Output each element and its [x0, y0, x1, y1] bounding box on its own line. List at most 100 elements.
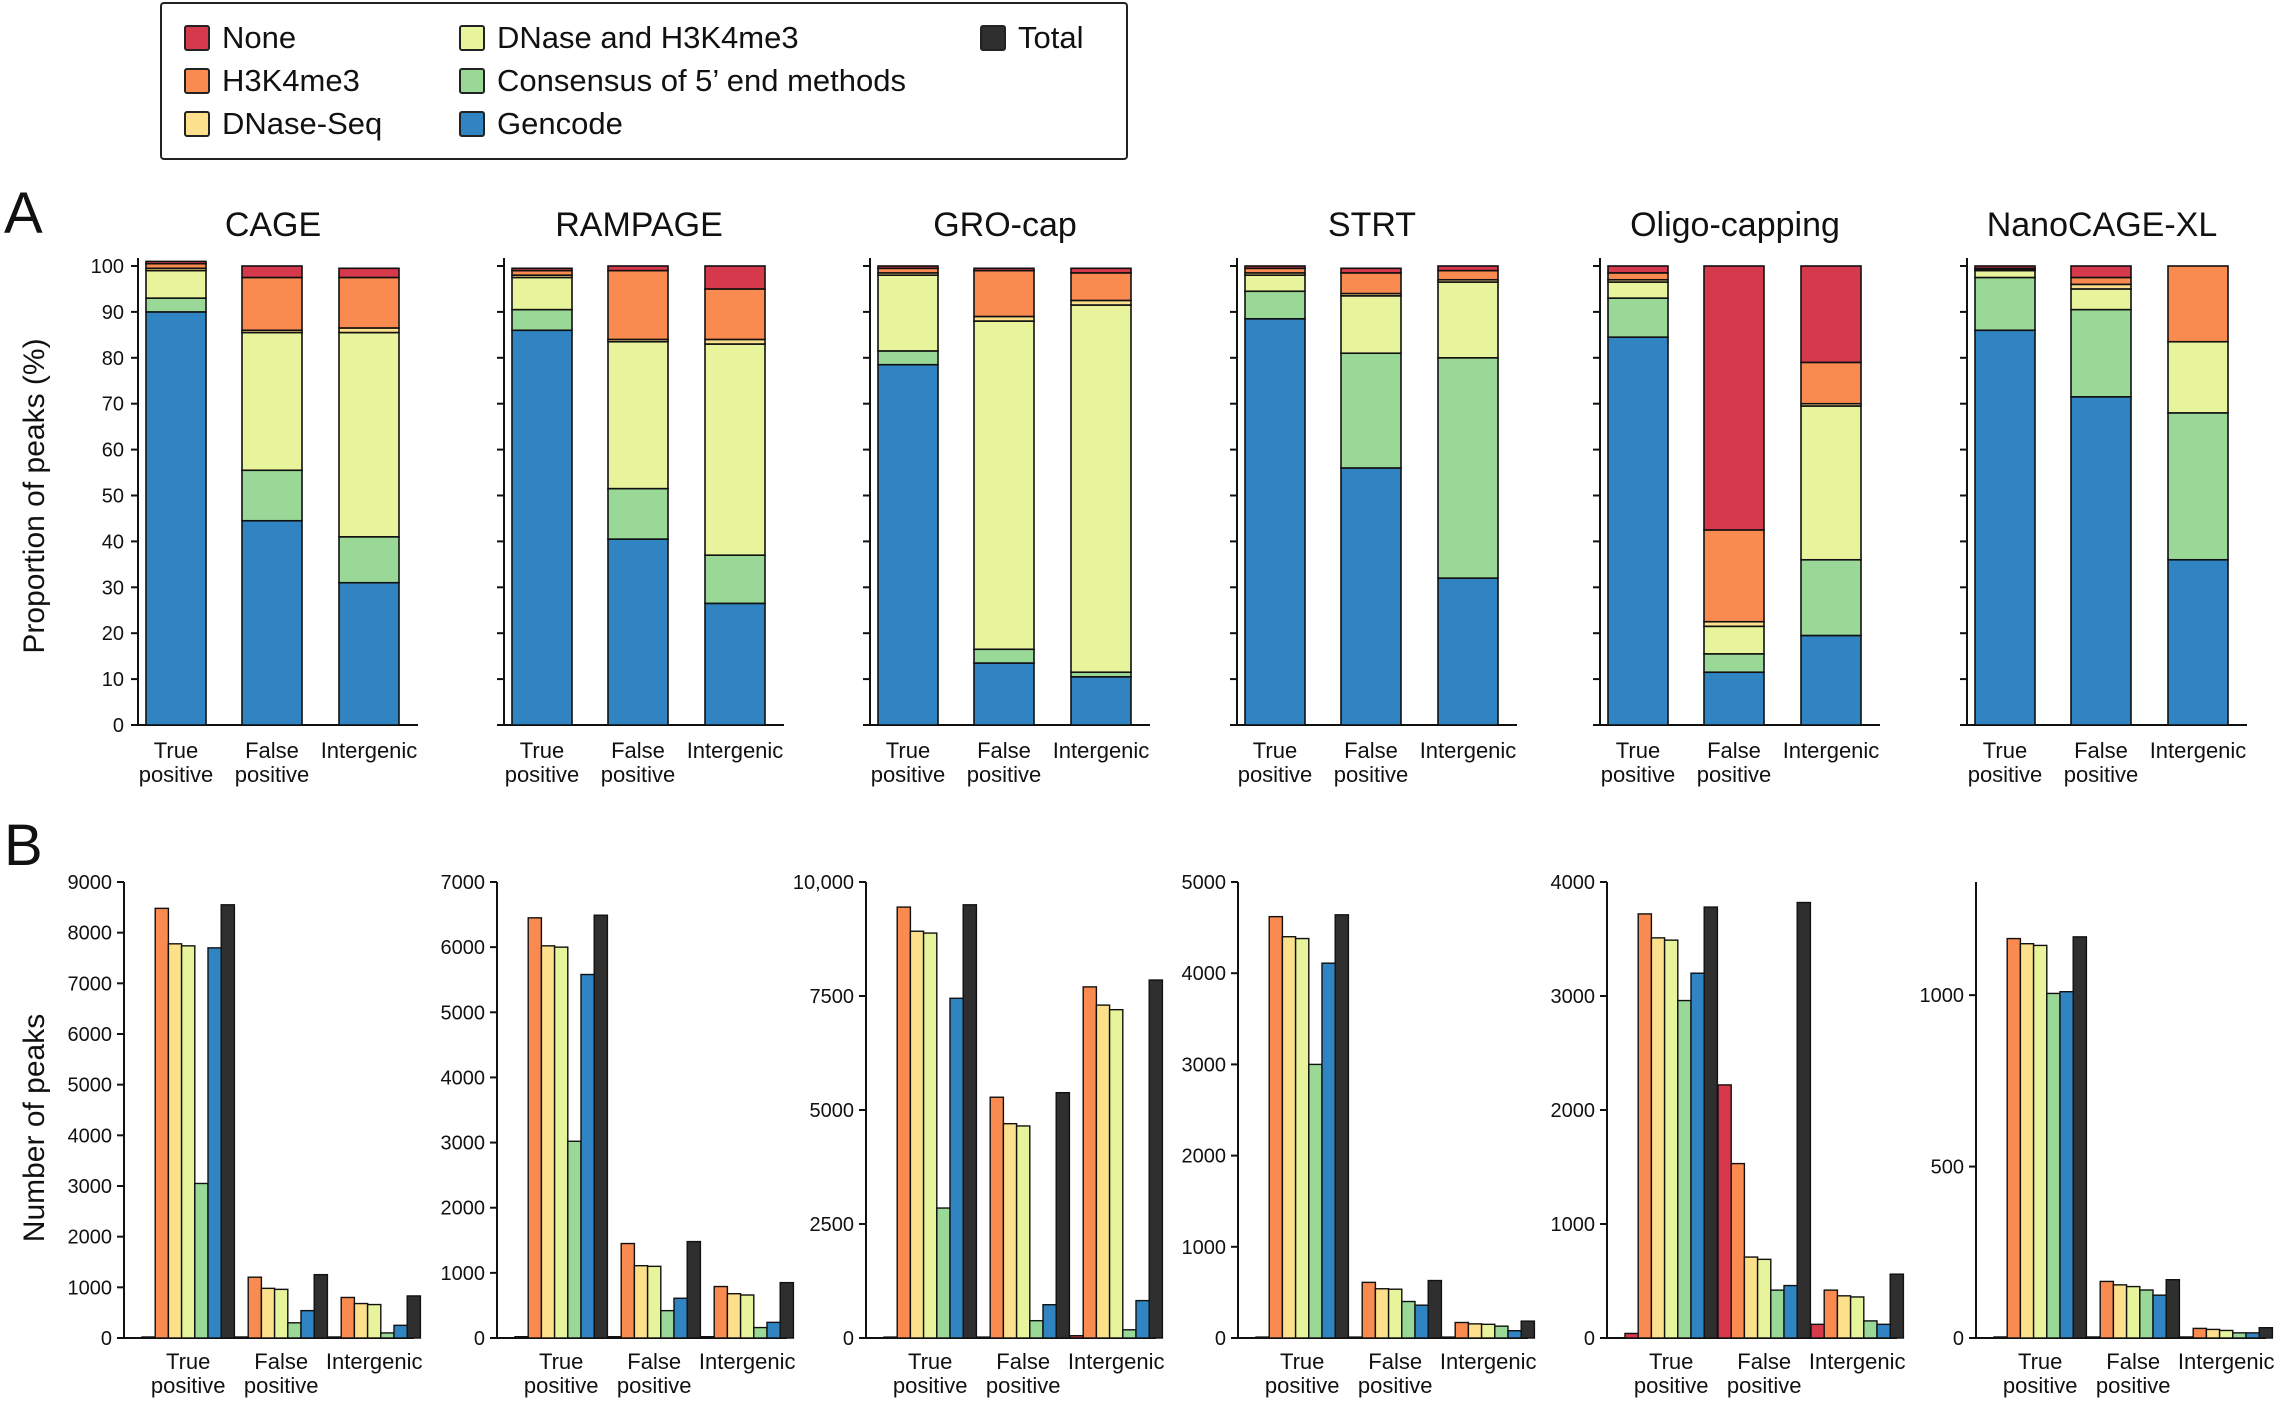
panel-b-bar: [1677, 999, 1692, 1339]
legend-label-dnase: DNase-Seq: [222, 106, 383, 141]
panel-b-bar: [1281, 936, 1297, 1339]
panel-a-bar-segment: [1703, 671, 1765, 726]
panel-a-bar-segment: [511, 267, 573, 272]
panel-a-x-tick-label-line-1: False: [977, 738, 1031, 763]
panel-a-bar-segment: [704, 288, 766, 341]
panel-b-y-tick-label: 1000: [441, 1263, 486, 1285]
panel-b-bar: [633, 1264, 649, 1339]
panel-a-x-tick-label-line-2: positive: [1238, 762, 1313, 787]
panel-a-bar-segment: [1607, 272, 1669, 281]
panel-b-y-tick-label: 2000: [1551, 1100, 1596, 1122]
legend-label-none: None: [222, 20, 297, 55]
panel-b-y-tick-label: 2000: [441, 1198, 486, 1220]
panel-b-y-tick-label: 5000: [1182, 872, 1227, 894]
panel-b-bar: [1810, 1323, 1825, 1339]
panel-a-bar-segment: [2167, 558, 2229, 726]
panel-a-x-tick-label-line-2: positive: [871, 762, 946, 787]
panel-b-bar: [273, 1288, 289, 1339]
panel-a-bar-segment: [1244, 274, 1306, 293]
panel-a-bar-segment: [1437, 577, 1499, 726]
panel-a-bar-segment: [2070, 288, 2132, 311]
panel-a-y-tick-label: 50: [102, 486, 124, 508]
legend-label-dnase-h3k4me3: DNase and H3K4me3: [497, 20, 799, 55]
panel-a-chart-title: GRO-cap: [933, 206, 1077, 244]
panel-b-bar: [607, 1335, 622, 1339]
panel-a-bar-segment: [241, 469, 303, 522]
panel-a-x-tick-label-line-1: True: [520, 738, 564, 763]
panel-b-y-tick-label: 2500: [810, 1214, 855, 1236]
panel-b-bar: [1108, 1008, 1124, 1339]
panel-b-bar: [673, 1297, 688, 1339]
panel-b-bar: [1414, 1304, 1429, 1339]
panel-b-bar: [1703, 906, 1719, 1339]
panel-a-bar-segment: [2070, 308, 2132, 398]
panel-a-bar-segment: [338, 536, 400, 584]
panel-a-bar-segment: [241, 276, 303, 332]
panel-b-y-tick-label: 5000: [68, 1075, 113, 1097]
panel-b-bar: [1427, 1279, 1443, 1339]
panel-b-x-tick-label-line-1: False: [996, 1349, 1050, 1374]
panel-b-y-tick-label: 0: [1215, 1328, 1226, 1350]
panel-b-x-tick-label: Intergenic: [1068, 1349, 1165, 1374]
panel-b-x-tick-label-line-2: positive: [244, 1373, 319, 1398]
panel-a-bar-segment: [1340, 267, 1402, 274]
panel-b-x-tick-label-line-2: positive: [2096, 1373, 2171, 1398]
panel-a-x-tick-label-line-1: False: [611, 738, 665, 763]
panel-b-bar: [1374, 1288, 1390, 1339]
panel-b-bar: [1480, 1323, 1496, 1339]
panel-b-x-tick-label: Intergenic: [699, 1349, 796, 1374]
panel-b-bar: [2245, 1332, 2260, 1339]
panel-a-chart-3: GRO-cap: [863, 206, 1150, 726]
panel-a-bar-segment: [607, 269, 669, 341]
panel-a-label: A: [4, 181, 43, 246]
panel-a-y-tick-label: 60: [102, 440, 124, 462]
panel-a-y-axis-label: Proportion of peaks (%): [18, 338, 51, 653]
panel-b-x-tick-label-line-1: True: [166, 1349, 210, 1374]
panel-b-x-tick-label-line-2: positive: [1265, 1373, 1340, 1398]
panel-b-x-tick-label: Intergenic: [1809, 1349, 1906, 1374]
panel-a-bar-segment: [145, 311, 207, 726]
panel-b-x-tick-label: Intergenic: [2178, 1349, 2275, 1374]
panel-b-bar: [1122, 1329, 1137, 1339]
panel-a-chart-1: CAGE 0 10 20 30 40 50 60 70 80 90 100: [91, 206, 418, 737]
panel-a-y-tick-label: 10: [102, 669, 124, 691]
panel-b-y-tick-label: 0: [843, 1328, 854, 1350]
panel-b-y-tick-label: 4000: [441, 1067, 486, 1089]
panel-a-bar-segment: [2167, 412, 2229, 561]
panel-b-bar: [1029, 1319, 1044, 1339]
panel-b-x-tick-label-line-2: positive: [617, 1373, 692, 1398]
panel-a-bar-segment: [1607, 281, 1669, 299]
panel-b-bar: [1730, 1162, 1746, 1339]
panel-b-chart-1: 0 1000 2000 3000 4000 5000 6000 7000 8000 9000: [68, 872, 422, 1350]
panel-b-bar: [1849, 1296, 1865, 1339]
panel-b-y-tick-label: 3000: [441, 1133, 486, 1155]
panel-b-bar: [1876, 1323, 1891, 1339]
panel-b-bar: [766, 1321, 781, 1339]
panel-b-bar: [883, 1336, 898, 1339]
panel-a-bar-segment: [704, 554, 766, 605]
legend-swatch-total: [980, 25, 1006, 51]
panel-b-bar: [300, 1309, 315, 1339]
panel-b-y-tick-label: 3000: [1551, 986, 1596, 1008]
panel-a-bar-segment: [1974, 329, 2036, 726]
panel-a-y-tick-label: 20: [102, 623, 124, 645]
panel-a-bar-segment: [877, 274, 939, 352]
panel-a-bar-segment: [704, 602, 766, 726]
panel-a-bar-segment: [607, 487, 669, 540]
panel-b-y-tick-label: 0: [474, 1328, 485, 1350]
panel-b-bar: [247, 1276, 263, 1339]
panel-b-x-tick-label-line-2: positive: [524, 1373, 599, 1398]
panel-a-x-tick-label-line-2: positive: [1968, 762, 2043, 787]
panel-a-bar-segment: [511, 329, 573, 726]
panel-b-bar: [646, 1265, 662, 1339]
panel-b-bar: [1361, 1281, 1377, 1339]
panel-b-bar: [194, 1182, 209, 1339]
panel-a-bar-segment: [607, 265, 669, 272]
panel-a-x-tick-label-line-1: False: [1344, 738, 1398, 763]
panel-a-bar-segment: [2167, 265, 2229, 343]
panel-a-chart-6: NanoCAGE-XL: [1960, 206, 2247, 726]
panel-b-x-tick-label-line-2: positive: [986, 1373, 1061, 1398]
panel-a-chart-title: RAMPAGE: [555, 206, 723, 244]
panel-b-bar: [1624, 1332, 1639, 1339]
panel-a-chart-5: Oligo-capping: [1593, 206, 1880, 726]
